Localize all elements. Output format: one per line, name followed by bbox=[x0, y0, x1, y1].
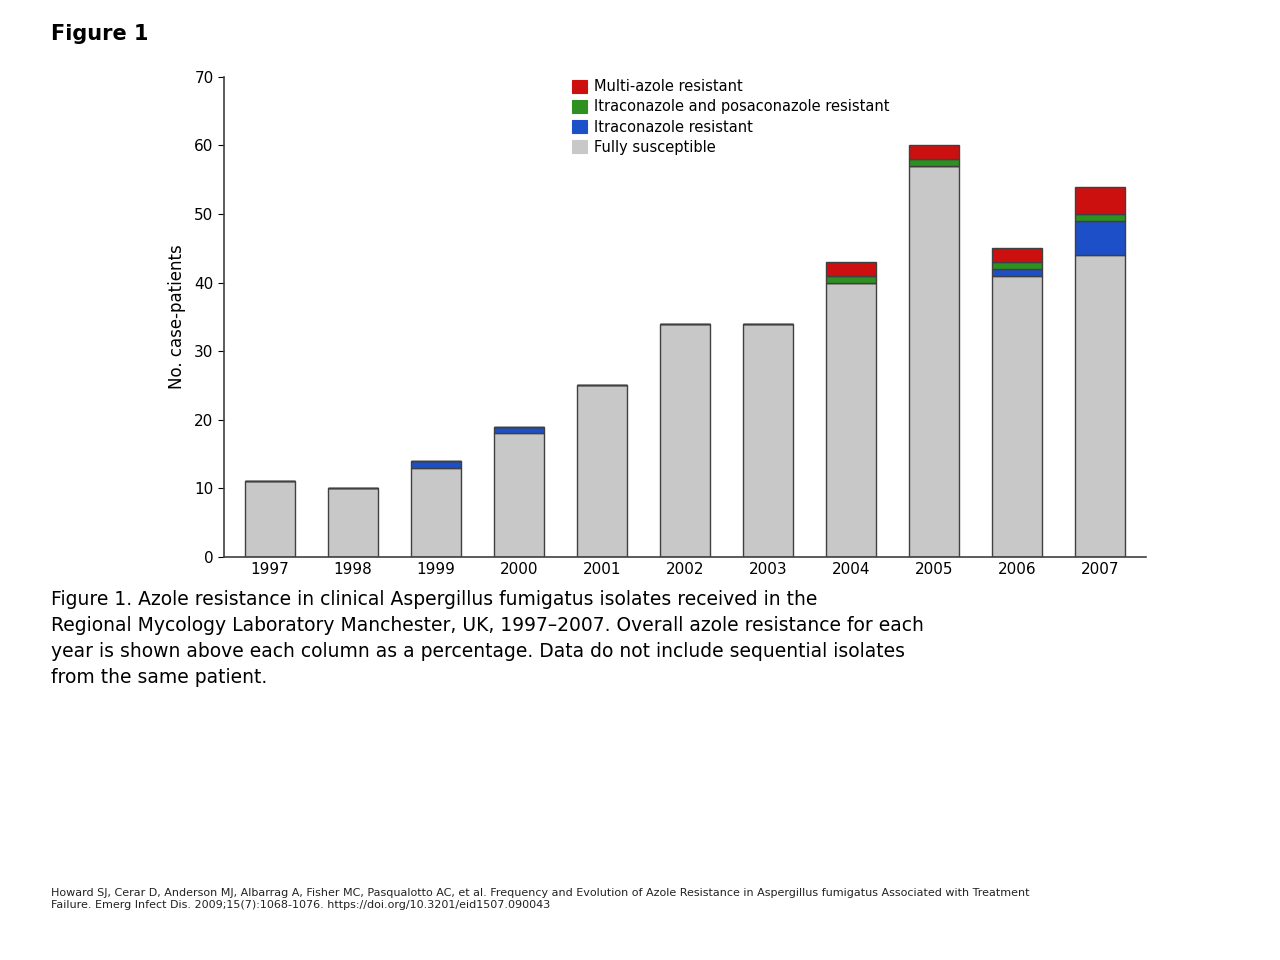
Bar bbox=[244, 481, 294, 557]
Text: Figure 1: Figure 1 bbox=[51, 24, 148, 44]
Legend: Multi-azole resistant, Itraconazole and posaconazole resistant, Itraconazole res: Multi-azole resistant, Itraconazole and … bbox=[572, 80, 890, 155]
Bar bbox=[494, 426, 544, 433]
Bar bbox=[826, 282, 876, 557]
Bar bbox=[1075, 214, 1125, 221]
Bar bbox=[660, 324, 709, 557]
Bar bbox=[992, 249, 1042, 262]
Bar bbox=[909, 145, 959, 159]
Bar bbox=[411, 468, 461, 557]
Bar bbox=[826, 262, 876, 276]
Bar bbox=[992, 276, 1042, 557]
Text: Howard SJ, Cerar D, Anderson MJ, Albarrag A, Fisher MC, Pasqualotto AC, et al. F: Howard SJ, Cerar D, Anderson MJ, Albarra… bbox=[51, 888, 1029, 910]
Bar bbox=[909, 159, 959, 166]
Bar bbox=[577, 385, 627, 557]
Bar bbox=[411, 461, 461, 468]
Bar bbox=[494, 433, 544, 557]
Bar bbox=[992, 262, 1042, 269]
Bar bbox=[328, 489, 378, 557]
Bar bbox=[1075, 255, 1125, 557]
Y-axis label: No. case-patients: No. case-patients bbox=[168, 245, 186, 389]
Bar bbox=[992, 269, 1042, 276]
Bar bbox=[1075, 186, 1125, 214]
Bar bbox=[742, 324, 792, 557]
Bar bbox=[1075, 221, 1125, 255]
Text: Figure 1. Azole resistance in clinical Aspergillus fumigatus isolates received i: Figure 1. Azole resistance in clinical A… bbox=[51, 590, 924, 686]
Bar bbox=[826, 276, 876, 282]
Bar bbox=[909, 166, 959, 557]
